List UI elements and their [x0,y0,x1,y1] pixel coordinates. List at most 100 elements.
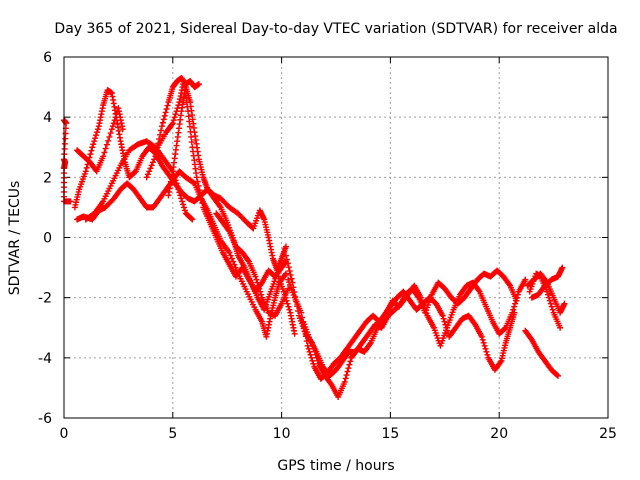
data-point [282,243,289,250]
tick-labels: 0 5 10 15 20 25 -6 -4 -2 0 2 4 6 [38,50,617,442]
data-point [527,335,534,342]
data-point [548,303,555,310]
data-point [160,116,167,123]
data-point [111,117,118,124]
data-point [510,306,517,313]
data-point [103,141,110,148]
x-axis-label: GPS time / hours [277,458,394,474]
y-tick-label: 0 [43,231,52,247]
y-tick-label: -2 [38,291,52,307]
data-point [186,118,193,125]
data-point [144,171,151,178]
y-axis-label: SDTVAR / TECUs [7,181,23,296]
data-point [284,260,291,267]
data-point [441,318,448,325]
data-point [147,165,154,172]
data-point [252,273,259,280]
data-point [346,361,353,368]
data-point [282,271,289,278]
data-point [180,204,187,211]
data-point [509,309,516,316]
x-tick-label: 10 [273,426,291,442]
grid-lines [64,57,608,418]
data-point [545,291,552,298]
data-point [285,285,292,292]
data-point [479,336,486,343]
data-point [119,126,126,133]
data-point [216,203,223,210]
data-point [88,147,95,154]
y-tick-label: -6 [38,411,52,427]
data-point [547,300,554,307]
data-point [343,372,350,379]
data-point [245,257,252,264]
data-point [439,312,446,319]
data-point [169,120,176,127]
data-point [179,198,186,205]
data-point [106,133,113,140]
x-tick-label: 20 [490,426,508,442]
data-point [253,276,260,283]
data-point [92,135,99,142]
data-point [143,174,150,181]
data-point [62,135,69,142]
data-point [286,306,293,313]
data-point [559,264,566,271]
data-point [110,120,117,127]
data-point [557,324,564,331]
data-point [186,123,193,130]
data-point [226,249,233,256]
y-tick-label: 2 [43,170,52,186]
data-point [195,81,202,88]
data-point [180,201,187,208]
data-point [168,121,175,128]
data-point [174,183,181,190]
data-point [440,315,447,322]
data-point [554,372,561,379]
y-tick-label: 4 [43,110,52,126]
data-point [283,256,290,263]
data-point [471,320,478,327]
data-point [304,342,311,349]
data-point [107,130,114,137]
data-point [87,151,94,158]
data-point [148,162,155,169]
data-point [285,264,292,271]
data-point [511,303,518,310]
data-point [176,189,183,196]
data-point [283,297,290,304]
data-point [308,354,315,361]
chart-title: Day 365 of 2021, Sidereal Day-to-day VTE… [54,21,617,37]
data-point [254,279,261,286]
data-point [285,303,292,310]
data-point [163,106,170,113]
data-point [287,271,294,278]
data-point [171,114,178,121]
data-point [159,119,166,126]
y-tick-label: 6 [43,50,52,66]
x-tick-label: 5 [168,426,177,442]
data-point [146,168,153,175]
data-point [341,378,348,385]
data-point [152,153,159,160]
data-point [188,215,195,222]
data-point [282,270,289,277]
data-point [151,156,158,163]
data-point [344,368,351,375]
data-point [196,187,203,194]
data-point [173,180,180,187]
data-point [327,380,334,387]
data-point [512,300,519,307]
data-point [102,145,109,152]
data-point [225,227,232,234]
data-point [514,291,521,298]
data-point [188,139,195,146]
y-tick-label: -4 [38,351,52,367]
data-point [61,140,68,147]
plot-frame [63,56,609,419]
data-point [105,137,112,144]
data-point [162,109,169,116]
data-point [342,375,349,382]
